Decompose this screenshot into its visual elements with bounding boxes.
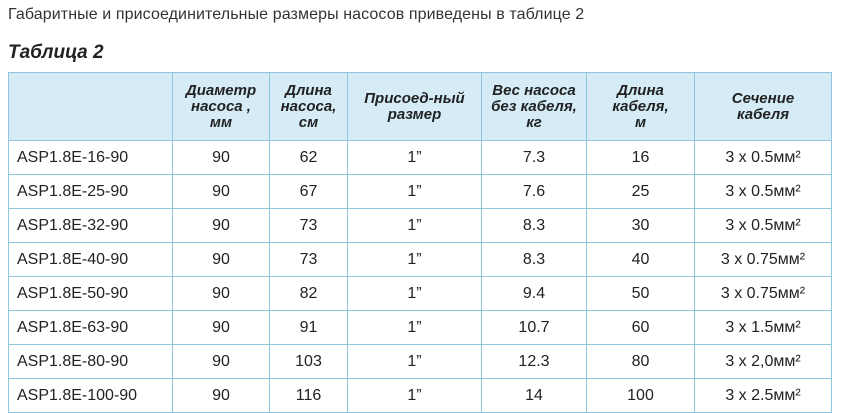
model-cell: ASP1.8E-40-90	[8, 242, 173, 277]
header-pump-diameter: Диаметр насоса , мм	[172, 72, 270, 141]
header-connection-size: Присоед-ный размер	[347, 72, 482, 141]
length-cell: 73	[269, 242, 348, 277]
diameter-cell: 90	[172, 310, 270, 345]
weight-cell: 14	[481, 378, 587, 413]
cable-length-cell: 80	[586, 344, 695, 379]
diameter-cell: 90	[172, 276, 270, 311]
header-cable-section: Сечение кабеля	[694, 72, 832, 141]
cable-section-cell: 3 x 1.5мм²	[694, 310, 832, 345]
weight-cell: 8.3	[481, 242, 587, 277]
table-row: ASP1.8E-63-90 90 91 1” 10.7 60 3 x 1.5мм²	[8, 310, 832, 345]
weight-cell: 12.3	[481, 344, 587, 379]
model-cell: ASP1.8E-100-90	[8, 378, 173, 413]
diameter-cell: 90	[172, 378, 270, 413]
length-cell: 91	[269, 310, 348, 345]
length-cell: 73	[269, 208, 348, 243]
diameter-cell: 90	[172, 174, 270, 209]
cable-section-cell: 3 x 0.5мм²	[694, 174, 832, 209]
connection-cell: 1”	[347, 242, 482, 277]
connection-cell: 1”	[347, 378, 482, 413]
header-pump-length: Длина насоса, см	[269, 72, 348, 141]
diameter-cell: 90	[172, 242, 270, 277]
connection-cell: 1”	[347, 344, 482, 379]
diameter-cell: 90	[172, 208, 270, 243]
cable-length-cell: 40	[586, 242, 695, 277]
diameter-cell: 90	[172, 140, 270, 175]
weight-cell: 7.6	[481, 174, 587, 209]
table-row: ASP1.8E-16-90 90 62 1” 7.3 16 3 x 0.5мм²	[8, 140, 832, 175]
cable-length-cell: 25	[586, 174, 695, 209]
table-row: ASP1.8E-80-90 90 103 1” 12.3 80 3 x 2,0мм²	[8, 344, 832, 379]
cable-length-cell: 30	[586, 208, 695, 243]
weight-cell: 7.3	[481, 140, 587, 175]
weight-cell: 9.4	[481, 276, 587, 311]
cable-length-cell: 100	[586, 378, 695, 413]
table-header-row: Диаметр насоса , мм Длина насоса, см При…	[8, 72, 832, 141]
table-title: Таблица 2	[8, 42, 104, 63]
intro-text: Габаритные и присоединительные размеры н…	[8, 6, 585, 23]
cable-section-cell: 3 x 0.5мм²	[694, 208, 832, 243]
cable-section-cell: 3 x 0.75мм²	[694, 276, 832, 311]
cable-length-cell: 60	[586, 310, 695, 345]
cable-length-cell: 16	[586, 140, 695, 175]
table-row: ASP1.8E-25-90 90 67 1” 7.6 25 3 x 0.5мм²	[8, 174, 832, 209]
header-pump-weight: Вес насоса без кабеля, кг	[481, 72, 587, 141]
cable-section-cell: 3 x 0.5мм²	[694, 140, 832, 175]
connection-cell: 1”	[347, 310, 482, 345]
pump-dimensions-table: Диаметр насоса , мм Длина насоса, см При…	[8, 72, 832, 413]
table-row: ASP1.8E-50-90 90 82 1” 9.4 50 3 x 0.75мм²	[8, 276, 832, 311]
length-cell: 82	[269, 276, 348, 311]
weight-cell: 10.7	[481, 310, 587, 345]
length-cell: 116	[269, 378, 348, 413]
diameter-cell: 90	[172, 344, 270, 379]
length-cell: 62	[269, 140, 348, 175]
cable-section-cell: 3 x 0.75мм²	[694, 242, 832, 277]
connection-cell: 1”	[347, 276, 482, 311]
table-row: ASP1.8E-100-90 90 116 1” 14 100 3 x 2.5мм²	[8, 378, 832, 413]
weight-cell: 8.3	[481, 208, 587, 243]
length-cell: 103	[269, 344, 348, 379]
cable-section-cell: 3 x 2.5мм²	[694, 378, 832, 413]
connection-cell: 1”	[347, 208, 482, 243]
model-cell: ASP1.8E-25-90	[8, 174, 173, 209]
table-row: ASP1.8E-32-90 90 73 1” 8.3 30 3 x 0.5мм²	[8, 208, 832, 243]
model-cell: ASP1.8E-63-90	[8, 310, 173, 345]
header-model	[8, 72, 173, 141]
connection-cell: 1”	[347, 174, 482, 209]
model-cell: ASP1.8E-50-90	[8, 276, 173, 311]
length-cell: 67	[269, 174, 348, 209]
model-cell: ASP1.8E-80-90	[8, 344, 173, 379]
table-row: ASP1.8E-40-90 90 73 1” 8.3 40 3 x 0.75мм²	[8, 242, 832, 277]
model-cell: ASP1.8E-16-90	[8, 140, 173, 175]
cable-section-cell: 3 x 2,0мм²	[694, 344, 832, 379]
model-cell: ASP1.8E-32-90	[8, 208, 173, 243]
cable-length-cell: 50	[586, 276, 695, 311]
table-body: ASP1.8E-16-90 90 62 1” 7.3 16 3 x 0.5мм² ASP1.8…	[8, 140, 832, 413]
header-cable-length: Длина кабеля, м	[586, 72, 695, 141]
connection-cell: 1”	[347, 140, 482, 175]
